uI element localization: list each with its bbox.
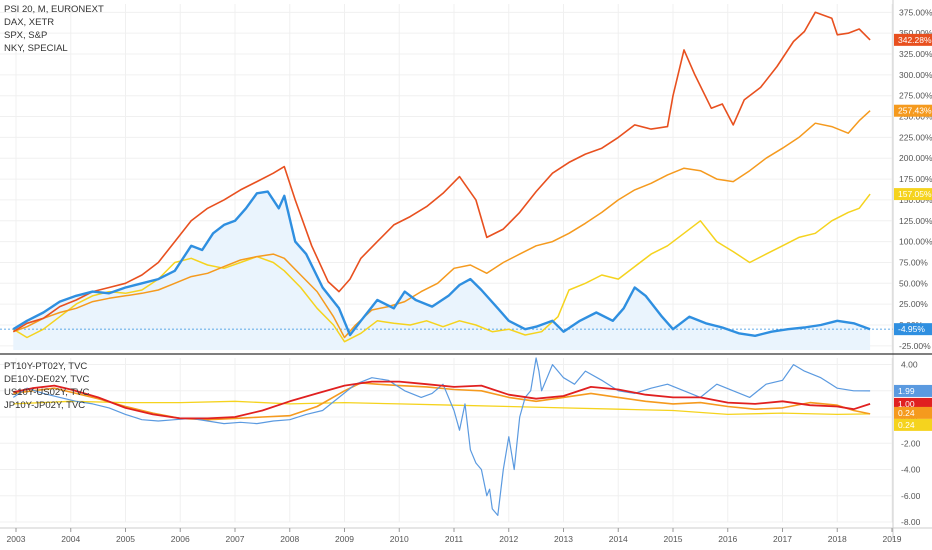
jp-badge-text: 0.24: [898, 420, 915, 430]
top-y-tick-label: 375.00%: [899, 7, 932, 17]
de-badge-text: 0.24: [898, 408, 915, 418]
nky-badge: [894, 188, 932, 201]
legend-jp-spread[interactable]: JP10Y-JP02Y, TVC: [4, 400, 86, 411]
x-tick-label: 2009: [335, 534, 354, 544]
pt-badge-text: 1.99: [898, 386, 915, 396]
pt-spread-line: [12, 357, 871, 517]
de-badge: [894, 406, 932, 419]
top-y-tick-label: 325.00%: [899, 49, 932, 59]
top-panel-plot: [0, 11, 893, 350]
spx-line: [13, 110, 871, 339]
legend-dax[interactable]: DAX, XETR: [4, 17, 55, 28]
psi20-line: [12, 190, 871, 337]
jp-spread-line: [13, 400, 871, 416]
top-y-tick-label: 300.00%: [899, 70, 932, 80]
psi20-badge-text: -4.95%: [898, 324, 925, 334]
us-badge-text: 1.00: [898, 399, 915, 409]
x-tick-label: 2011: [445, 534, 464, 544]
top-y-tick-label: 225.00%: [899, 132, 932, 142]
us-spread-line: [13, 380, 871, 420]
bottom-y-tick-label: -8.00: [901, 517, 921, 527]
psi20-badge: [894, 323, 932, 336]
top-panel-legend: PSI 20, M, EURONEXT DAX, XETR SPX, S&P N…: [4, 3, 104, 55]
x-tick-label: 2005: [116, 534, 135, 544]
top-y-tick-label: 175.00%: [899, 174, 932, 184]
legend-us-spread[interactable]: US10Y-US02Y, TVC: [4, 387, 90, 398]
top-y-tick-label: 25.00%: [899, 299, 928, 309]
top-y-tick-label: 350.00%: [899, 28, 932, 38]
top-y-tick-label: 125.00%: [899, 216, 932, 226]
legend-de-spread[interactable]: DE10Y-DE02Y, TVC: [4, 374, 90, 385]
legend-nky[interactable]: NKY, SPECIAL: [4, 43, 68, 54]
x-tick-label: 2018: [828, 534, 847, 544]
x-tick-label: 2007: [226, 534, 245, 544]
x-tick-label: 2003: [7, 534, 26, 544]
x-tick-label: 2008: [280, 534, 299, 544]
legend-psi20[interactable]: PSI 20, M, EURONEXT: [4, 4, 104, 15]
spx-badge-text: 257.43%: [898, 106, 932, 116]
x-tick-label: 2004: [61, 534, 80, 544]
price-badges: 342.28%257.43%157.05%-4.95%1.991.000.240…: [894, 33, 932, 431]
top-y-tick-label: 200.00%: [899, 153, 932, 163]
x-tick-label: 2013: [554, 534, 573, 544]
top-y-tick-label: 275.00%: [899, 91, 932, 101]
bottom-y-tick-label: -4.00: [901, 465, 921, 475]
bottom-panel-grid: [0, 358, 893, 523]
bottom-y-tick-label: -2.00: [901, 438, 921, 448]
dax-badge: [894, 33, 932, 46]
de-spread-line: [13, 382, 871, 421]
x-tick-label: 2016: [718, 534, 737, 544]
nky-badge-text: 157.05%: [898, 189, 932, 199]
x-tick-label: 2010: [390, 534, 409, 544]
top-y-tick-label: -25.00%: [899, 341, 931, 351]
x-tick-label: 2006: [171, 534, 190, 544]
top-y-tick-label: 50.00%: [899, 278, 928, 288]
x-tick-label: 2012: [499, 534, 518, 544]
bottom-y-tick-label: 4.00: [901, 360, 918, 370]
x-tick-label: 2014: [609, 534, 628, 544]
dax-badge-text: 342.28%: [898, 35, 932, 45]
x-tick-label: 2019: [883, 534, 902, 544]
x-tick-label: 2017: [773, 534, 792, 544]
dax-line: [12, 11, 871, 333]
legend-pt-spread[interactable]: PT10Y-PT02Y, TVC: [4, 361, 88, 372]
jp-badge: [894, 418, 932, 431]
pt-badge: [894, 384, 932, 397]
legend-spx[interactable]: SPX, S&P: [4, 30, 48, 41]
top-y-tick-label: 75.00%: [899, 257, 928, 267]
bottom-y-tick-label: -6.00: [901, 491, 921, 501]
x-tick-label: 2015: [664, 534, 683, 544]
bottom-panel-plot: [12, 357, 871, 517]
spx-badge: [894, 104, 932, 117]
bottom-panel-legend: PT10Y-PT02Y, TVC DE10Y-DE02Y, TVC US10Y-…: [4, 360, 89, 412]
top-y-tick-label: 100.00%: [899, 237, 932, 247]
